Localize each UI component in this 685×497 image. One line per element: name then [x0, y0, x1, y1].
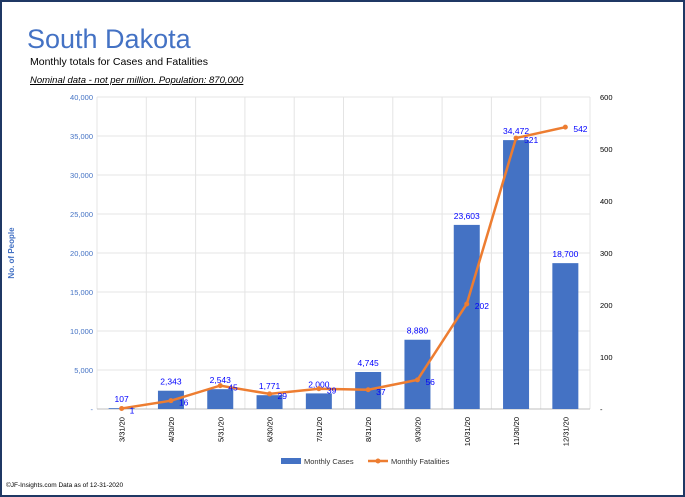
- y-axis-label: No. of People: [7, 227, 16, 279]
- line-point: [414, 377, 420, 383]
- y-tick-label: -: [91, 405, 94, 414]
- bar-data-label: 34,472: [503, 126, 529, 136]
- x-tick-label: 5/31/20: [216, 417, 225, 442]
- y-tick-label: 35,000: [70, 132, 93, 141]
- chart-note: Nominal data - not per million. Populati…: [30, 75, 244, 86]
- y2-tick-label: 300: [600, 249, 613, 258]
- x-tick-label: 3/31/20: [118, 417, 127, 442]
- x-tick-label: 11/30/20: [512, 417, 521, 446]
- bar-data-label: 2,543: [210, 375, 232, 385]
- line-point: [464, 301, 470, 307]
- line-point: [217, 383, 223, 389]
- bar-data-label: 23,603: [454, 211, 480, 221]
- bar-monthly-cases: [305, 393, 332, 409]
- y-tick-label: 30,000: [70, 171, 93, 180]
- bar-monthly-cases: [404, 339, 431, 409]
- y-tick-label: 15,000: [70, 288, 93, 297]
- y-tick-label: 10,000: [70, 327, 93, 336]
- legend-fatalities-label: Monthly Fatalities: [391, 457, 450, 466]
- line-data-label: 45: [228, 383, 238, 393]
- y-tick-label: 20,000: [70, 249, 93, 258]
- y2-tick-label: -: [600, 405, 603, 414]
- line-data-label: 56: [425, 377, 435, 387]
- line-data-label: 39: [327, 386, 337, 396]
- bar-monthly-cases: [503, 140, 530, 409]
- bar-data-label: 18,700: [552, 249, 578, 259]
- line-data-label: 16: [179, 398, 189, 408]
- line-point: [365, 387, 371, 393]
- line-point: [562, 124, 568, 130]
- bar-data-label: 2,000: [308, 379, 330, 389]
- bar-monthly-cases: [256, 395, 283, 409]
- y-tick-label: 25,000: [70, 210, 93, 219]
- x-tick-label: 6/30/20: [266, 417, 275, 442]
- bar-data-label: 8,880: [407, 326, 429, 336]
- bar-data-label: 4,745: [358, 358, 380, 368]
- y2-tick-label: 100: [600, 353, 613, 362]
- x-tick-label: 10/31/20: [463, 417, 472, 446]
- chart-subtitle: Monthly totals for Cases and Fatalities: [30, 56, 208, 68]
- line-data-label: 542: [573, 124, 587, 134]
- y2-tick-label: 500: [600, 145, 613, 154]
- x-tick-label: 4/30/20: [167, 417, 176, 442]
- legend-cases-label: Monthly Cases: [304, 457, 354, 466]
- bar-monthly-cases: [552, 263, 579, 409]
- chart-title: South Dakota: [27, 24, 191, 54]
- line-point: [267, 391, 273, 397]
- line-point: [316, 386, 322, 392]
- x-tick-label: 8/31/20: [364, 417, 373, 442]
- y-tick-label: 5,000: [74, 366, 93, 375]
- line-data-label: 1: [130, 405, 135, 415]
- bar-data-label: 107: [115, 394, 129, 404]
- footer: ©JF-Insights.com Data as of 12-31-2020: [6, 482, 124, 489]
- legend-fatalities-marker: [375, 458, 381, 464]
- line-point: [168, 398, 174, 404]
- line-data-label: 521: [524, 135, 538, 145]
- x-tick-label: 7/31/20: [315, 417, 324, 442]
- bar-monthly-cases: [207, 389, 234, 409]
- line-monthly-fatalities: [121, 125, 566, 410]
- bar-data-label: 2,343: [160, 377, 182, 387]
- line-data-label: 202: [475, 301, 489, 311]
- y2-tick-label: 400: [600, 197, 613, 206]
- line-data-label: 29: [278, 391, 288, 401]
- x-tick-label: 12/31/20: [561, 417, 570, 446]
- y2-tick-label: 600: [600, 93, 613, 102]
- y-tick-label: 40,000: [70, 93, 93, 102]
- y2-tick-label: 200: [600, 301, 613, 310]
- legend-cases-swatch: [281, 458, 301, 464]
- bar-data-label: 1,771: [259, 381, 281, 391]
- line-data-label: 37: [376, 387, 386, 397]
- x-tick-label: 9/30/20: [413, 417, 422, 442]
- line-point: [119, 405, 125, 411]
- line-point: [513, 135, 519, 141]
